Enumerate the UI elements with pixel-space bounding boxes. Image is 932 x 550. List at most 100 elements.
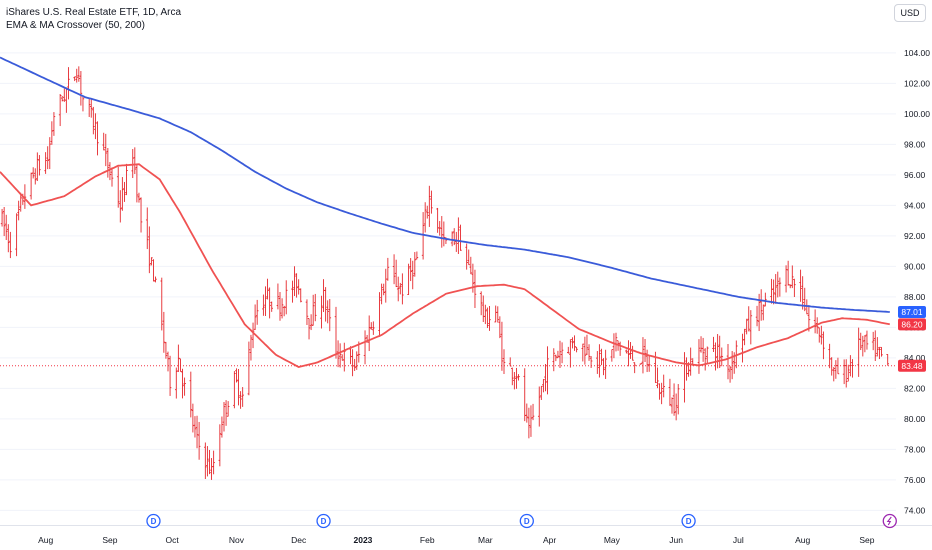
ohlc-bar [251, 322, 255, 349]
ohlc-bar [876, 337, 879, 357]
ohlc-bar [720, 347, 724, 367]
ohlc-bar [859, 332, 863, 351]
currency-button[interactable]: USD [894, 4, 926, 22]
ohlc-bar [307, 318, 311, 340]
ohlc-bar [529, 405, 533, 437]
ohlc-bar [525, 403, 529, 423]
x-tick-label: Aug [38, 535, 53, 545]
indicator-title[interactable]: EMA & MA Crossover (50, 200) [6, 20, 145, 31]
price-axis[interactable]: 104.00 102.00 100.00 98.00 96.00 94.00 92.00 90… [904, 48, 930, 516]
ohlc-bar [425, 205, 429, 219]
ohlc-bar [92, 106, 95, 135]
ohlc-bar [494, 305, 498, 323]
ohlc-bar [79, 71, 83, 106]
ohlc-bar [540, 385, 543, 400]
ohlc-bar [774, 274, 778, 304]
last-price-label: 83.48 [898, 359, 926, 372]
ohlc-bar [581, 343, 585, 362]
ohlc-bar [193, 416, 197, 438]
ohlc-bar [50, 121, 54, 145]
y-tick-label: 96.00 [904, 170, 926, 180]
ohlc-bar [367, 315, 371, 352]
ohlc-bar [596, 351, 599, 374]
ohlc-bar [380, 283, 383, 305]
ohlc-bar [75, 68, 79, 83]
ohlc-bar [9, 231, 12, 259]
y-tick-label: 90.00 [904, 261, 926, 271]
ema50-line [0, 163, 890, 368]
dividend-marker[interactable]: D [146, 513, 161, 529]
symbol-title[interactable]: iShares U.S. Real Estate ETF, 1D, Arca [6, 7, 182, 18]
ohlc-bar [865, 330, 869, 350]
ohlc-bar [255, 299, 259, 325]
ohlc-bar [670, 397, 674, 414]
dividend-marker[interactable]: D [681, 513, 696, 529]
ohlc-bar [813, 309, 817, 334]
dividend-marker[interactable]: D [316, 513, 331, 529]
ema50-price-label: 86.20 [898, 318, 926, 331]
ohlc-bar [784, 265, 788, 293]
ohlc-bar [299, 288, 303, 303]
ohlc-bar [863, 335, 867, 353]
ohlc-bar [189, 371, 193, 418]
time-axis[interactable]: Aug Sep Oct Nov Dec 2023 Feb Mar Apr May Jun Jul Aug… [38, 535, 875, 545]
ohlc-bar [409, 258, 412, 282]
ohlc-bar [183, 377, 186, 396]
ohlc-bar [116, 166, 120, 208]
ohlc-bar [442, 221, 446, 247]
ohlc-bar [515, 367, 518, 389]
ohlc-bar [544, 363, 547, 392]
ohlc-bar [703, 348, 707, 371]
ohlc-bar [411, 260, 415, 290]
ohlc-bar [160, 277, 164, 331]
ohlc-bar [573, 335, 576, 351]
ohlc-bar [488, 306, 491, 331]
x-tick-label: Mar [478, 535, 493, 545]
ohlc-bar [627, 340, 630, 367]
y-tick-label: 84.00 [904, 353, 926, 363]
ohlc-bar [340, 354, 344, 361]
ohlc-bar [125, 163, 128, 196]
ma200-price-label: 87.01 [898, 305, 926, 318]
ohlc-bar [73, 76, 76, 82]
ohlc-bar [89, 98, 93, 118]
ohlc-bar [253, 304, 257, 330]
ohlc-bar [822, 331, 825, 360]
ohlc-bar [610, 349, 614, 362]
x-tick-label: May [604, 535, 621, 545]
ohlc-bar [264, 286, 267, 317]
ohlc-bar [531, 403, 535, 421]
y-tick-label: 94.00 [904, 200, 926, 210]
ohlc-bar [29, 172, 33, 200]
ohlc-bar [309, 314, 313, 331]
ohlc-bar [394, 259, 398, 288]
ohlc-bar [291, 280, 294, 303]
ohlc-bar [218, 424, 222, 467]
ohlc-bar [67, 67, 70, 100]
ohlc-bar [152, 259, 155, 282]
ohlc-bars [0, 66, 890, 480]
ohlc-bar [479, 291, 483, 316]
ohlc-bar [123, 181, 126, 202]
split-marker[interactable] [882, 513, 897, 529]
x-tick-label: Sep [102, 535, 117, 545]
ohlc-bar [293, 266, 296, 297]
ohlc-bar [755, 305, 759, 327]
ohlc-bar [197, 421, 201, 460]
ohlc-bar [102, 132, 106, 151]
ohlc-bar [761, 304, 765, 321]
ohlc-bar [820, 325, 823, 345]
dividend-marker[interactable]: D [519, 513, 534, 529]
ohlc-bar [450, 231, 454, 247]
ohlc-bar [459, 224, 462, 251]
ohlc-bar [772, 279, 775, 305]
y-tick-label: 102.00 [904, 78, 930, 88]
price-label-text: 87.01 [901, 307, 923, 317]
ohlc-bar [413, 252, 417, 277]
ohlc-bar [498, 316, 502, 339]
marker-label: D [524, 517, 530, 526]
ohlc-bar [467, 249, 471, 266]
ohlc-bar [496, 306, 500, 323]
lightning-icon [886, 516, 892, 526]
